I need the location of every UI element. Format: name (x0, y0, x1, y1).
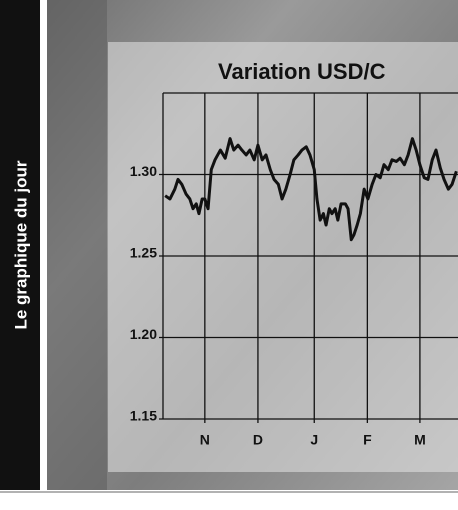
y-tick-label: 1.20 (130, 326, 157, 342)
x-tick-label: J (310, 432, 318, 448)
x-tick-label: M (414, 432, 426, 448)
chart: Le graphique du jour Variation USD/C 1.1… (0, 0, 458, 505)
y-tick-label: 1.15 (130, 408, 157, 424)
x-tick-label: F (363, 432, 372, 448)
banner: Le graphique du jour (11, 160, 30, 329)
chart-panel (108, 42, 458, 472)
photo-shade (47, 0, 107, 490)
y-tick-label: 1.30 (130, 163, 157, 179)
chart-title: Variation USD/C (218, 59, 386, 84)
x-tick-label: D (253, 432, 263, 448)
x-tick-label: N (200, 432, 210, 448)
y-tick-label: 1.25 (130, 245, 157, 261)
